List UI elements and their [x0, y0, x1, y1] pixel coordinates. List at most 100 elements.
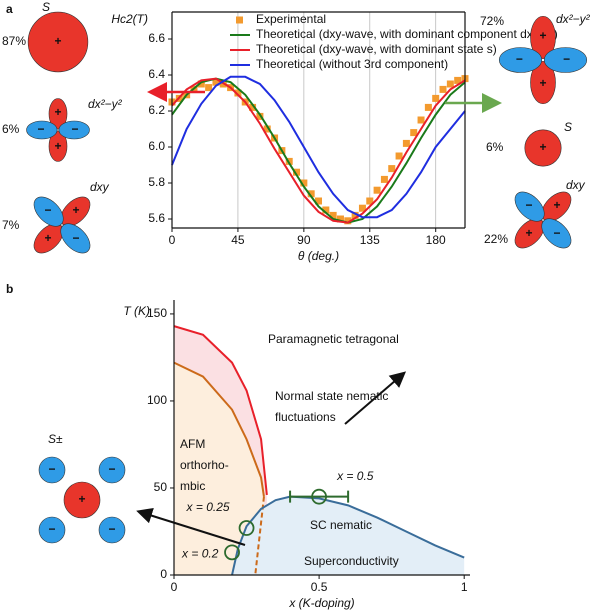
lobe	[541, 191, 572, 222]
legend-label: Theoretical (without 3rd component)	[256, 57, 448, 71]
y-axis-label: T (K)	[123, 304, 150, 318]
lobe	[33, 223, 64, 254]
error-bar	[289, 490, 350, 503]
percent: 72%	[480, 14, 504, 28]
annotation: mbic	[180, 479, 205, 493]
point	[293, 168, 301, 176]
sign: +	[54, 34, 61, 48]
x-tick-label: 90	[297, 233, 311, 247]
x-tick-label: 135	[360, 233, 380, 247]
arrow	[344, 371, 407, 425]
sign: +	[539, 76, 546, 90]
point	[388, 165, 396, 173]
orbital-label: dx²−y²	[88, 97, 123, 111]
point	[395, 152, 403, 160]
y-tick-label: 50	[154, 480, 168, 494]
point	[311, 488, 327, 505]
sign: −	[108, 522, 115, 536]
sign: +	[554, 198, 561, 212]
point	[432, 94, 440, 102]
percent: 87%	[2, 34, 26, 48]
y-tick-label: 6.2	[148, 103, 165, 117]
percent: 7%	[2, 218, 20, 232]
sign: −	[44, 203, 51, 217]
point	[263, 125, 271, 133]
sign: +	[539, 140, 546, 154]
panel-label: b	[6, 282, 13, 296]
orbital	[524, 129, 562, 167]
lobe	[48, 98, 68, 130]
orbital-label: S	[564, 120, 572, 134]
sign: −	[73, 231, 80, 245]
lobe	[530, 60, 556, 105]
sign: −	[525, 198, 532, 212]
orbital	[38, 516, 66, 544]
lobe	[33, 196, 64, 227]
orbital	[27, 11, 89, 73]
point	[424, 103, 432, 111]
point	[344, 217, 352, 225]
annotation: SC nematic	[310, 518, 372, 532]
point	[224, 544, 240, 561]
sign: −	[72, 122, 79, 136]
line	[171, 75, 466, 219]
annotation: Paramagnetic tetragonal	[268, 332, 399, 346]
annotation: Normal state nematic	[275, 389, 388, 403]
line	[171, 77, 466, 224]
y-tick-label: 150	[147, 306, 167, 320]
sign: +	[73, 203, 80, 217]
orbital-label: dx²−y²	[556, 12, 591, 26]
x-tick-label: 0.5	[311, 580, 328, 594]
point	[212, 78, 220, 86]
point	[373, 186, 381, 194]
point	[358, 204, 366, 212]
point	[351, 211, 359, 219]
lobe	[48, 130, 68, 162]
point	[197, 80, 205, 88]
sign: −	[516, 52, 523, 66]
sign: +	[539, 29, 546, 43]
line	[254, 496, 265, 576]
lobe	[514, 191, 545, 222]
y-axis-label: Hc2(T)	[111, 12, 148, 26]
orbital	[63, 481, 101, 519]
x-axis-label: x (K-doping)	[288, 596, 354, 610]
orbital-label: S	[42, 0, 50, 14]
line	[173, 361, 265, 497]
lobe	[60, 223, 91, 254]
point	[454, 76, 462, 84]
point	[329, 211, 337, 219]
y-tick-label: 5.6	[148, 211, 165, 225]
orbital	[98, 456, 126, 484]
percent: 22%	[484, 232, 508, 246]
sign: −	[37, 122, 44, 136]
orbital-label: S±	[48, 432, 63, 446]
point	[300, 179, 308, 187]
lobe	[541, 218, 572, 249]
x-tick-label: 1	[461, 580, 468, 594]
annotation: AFM	[180, 437, 205, 451]
sign: −	[48, 462, 55, 476]
lobe	[26, 120, 58, 140]
line	[171, 77, 466, 224]
point-label: x = 0.2	[181, 547, 219, 561]
panel-label: a	[6, 2, 13, 16]
sign: +	[525, 226, 532, 240]
sign: −	[563, 52, 570, 66]
sign: +	[78, 492, 85, 506]
point-label: x = 0.25	[186, 500, 230, 514]
lobe	[543, 47, 588, 73]
lobe	[498, 47, 543, 73]
point	[307, 190, 315, 198]
point	[234, 89, 242, 97]
x-axis-label: θ (deg.)	[298, 249, 339, 263]
point-label: x = 0.5	[336, 469, 374, 483]
sign: +	[54, 139, 61, 153]
sign: +	[54, 105, 61, 119]
sign: −	[108, 462, 115, 476]
x-tick-label: 45	[231, 233, 245, 247]
point	[417, 116, 425, 124]
lobe	[514, 218, 545, 249]
